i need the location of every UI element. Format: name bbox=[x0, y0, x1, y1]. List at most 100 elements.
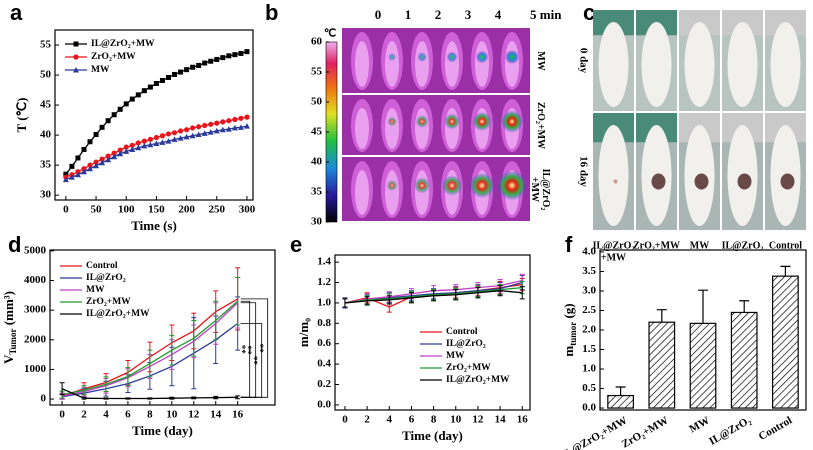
x-tick-label: Control bbox=[757, 414, 795, 443]
y-tick-label: 30 bbox=[40, 189, 52, 201]
marker bbox=[226, 53, 232, 59]
x-tick-label: 50 bbox=[91, 204, 103, 216]
marker bbox=[153, 80, 159, 86]
error-bar bbox=[519, 286, 525, 300]
x-tick-label: IL@ZrO₂+MW bbox=[560, 414, 630, 450]
mouse-photo bbox=[770, 22, 801, 107]
marker bbox=[73, 54, 79, 60]
marker bbox=[62, 176, 69, 183]
marker bbox=[214, 120, 220, 126]
time-label: 2 bbox=[435, 7, 442, 22]
hot-spot bbox=[497, 170, 527, 201]
y-tick-label: 1000 bbox=[24, 363, 47, 375]
marker bbox=[73, 41, 79, 47]
x-tick-label: 200 bbox=[178, 204, 195, 216]
axis-label: m/m₀ bbox=[296, 318, 311, 347]
y-tick-label: 0.5 bbox=[582, 382, 596, 394]
error-bar bbox=[213, 395, 219, 400]
hot-spot bbox=[417, 52, 427, 62]
y-tick-label: 3.5 bbox=[582, 265, 596, 277]
marker bbox=[190, 125, 196, 131]
marker bbox=[225, 126, 232, 132]
marker bbox=[105, 118, 111, 124]
marker bbox=[208, 58, 214, 64]
y-tick-label: 0.2 bbox=[317, 378, 331, 390]
legend-label: IL@ZrO₂+MW bbox=[446, 375, 510, 385]
error-bar bbox=[453, 289, 459, 301]
x-tick-label: 2 bbox=[364, 414, 370, 426]
x-tick-label: 300 bbox=[239, 204, 256, 216]
row-label: 16 day bbox=[577, 156, 589, 187]
bar bbox=[772, 275, 799, 409]
marker bbox=[111, 112, 117, 118]
error-bar bbox=[475, 287, 481, 299]
y-tick-label: 45 bbox=[40, 99, 52, 111]
tumor bbox=[613, 179, 618, 184]
hot-spot bbox=[469, 172, 495, 199]
x-tick-label: 14 bbox=[495, 414, 507, 426]
y-tick-label: 1.2 bbox=[317, 276, 331, 288]
axis-label: Time (day) bbox=[132, 423, 193, 438]
y-tick-label: 3000 bbox=[24, 304, 47, 316]
x-tick-label: 250 bbox=[209, 204, 226, 216]
mouse-core bbox=[355, 41, 369, 87]
marker bbox=[63, 171, 69, 177]
marker bbox=[123, 144, 129, 150]
y-tick-label: 35 bbox=[40, 159, 52, 171]
thermal-strip bbox=[342, 28, 530, 93]
marker bbox=[75, 169, 81, 175]
legend-label: IL@ZrO₂+MW bbox=[91, 39, 155, 49]
error-bar bbox=[213, 300, 219, 341]
mouse-photo bbox=[641, 22, 672, 107]
scale-unit: ℃ bbox=[324, 28, 336, 40]
axis-label: Time (day) bbox=[402, 428, 463, 443]
marker bbox=[244, 114, 250, 120]
legend-label: MW bbox=[446, 351, 465, 361]
x-tick-label: ZrO₂+MW bbox=[620, 414, 671, 450]
marker bbox=[165, 74, 171, 80]
column-label: ZrO₂+MW bbox=[633, 240, 680, 251]
x-tick-label: IL@ZrO₂ bbox=[707, 414, 753, 448]
marker bbox=[208, 121, 214, 127]
panel-label: c bbox=[583, 0, 595, 25]
marker bbox=[219, 126, 226, 133]
marker bbox=[99, 124, 105, 130]
marker bbox=[123, 148, 130, 154]
column-label: IL@ZrO₂ bbox=[722, 240, 764, 251]
panel-label: f bbox=[565, 232, 573, 257]
error-bar bbox=[656, 309, 667, 323]
thermal-strip bbox=[342, 95, 530, 155]
marker bbox=[171, 136, 178, 142]
marker bbox=[202, 60, 208, 66]
error-bar bbox=[431, 290, 437, 302]
significance-bracket bbox=[240, 300, 251, 398]
hot-spot bbox=[501, 110, 523, 133]
x-tick-label: 12 bbox=[188, 409, 200, 421]
y-tick-label: 4000 bbox=[24, 274, 47, 286]
marker bbox=[73, 67, 79, 73]
row-label-line: +MW bbox=[529, 177, 540, 202]
marker bbox=[214, 56, 220, 62]
y-tick-label: 0.4 bbox=[317, 358, 331, 370]
x-tick-label: 150 bbox=[148, 204, 165, 216]
marker bbox=[184, 67, 190, 73]
time-label: 0 bbox=[375, 7, 382, 22]
x-tick-label: 16 bbox=[232, 409, 244, 421]
hot-spot bbox=[388, 53, 396, 61]
x-tick-label: 4 bbox=[387, 414, 393, 426]
tumor bbox=[780, 173, 795, 190]
x-tick-label: 100 bbox=[118, 204, 135, 216]
x-tick-label: 12 bbox=[472, 414, 484, 426]
scale-tick-label: 50 bbox=[311, 96, 323, 108]
marker bbox=[177, 135, 184, 141]
scale-tick-label: 40 bbox=[311, 156, 323, 168]
marker bbox=[69, 163, 75, 169]
row-label-line: MW bbox=[535, 51, 546, 70]
legend-label: IL@ZrO₂ bbox=[446, 339, 486, 349]
marker bbox=[68, 174, 75, 180]
marker bbox=[195, 131, 202, 138]
marker bbox=[159, 139, 166, 145]
error-bar bbox=[103, 376, 109, 393]
marker bbox=[231, 124, 238, 131]
